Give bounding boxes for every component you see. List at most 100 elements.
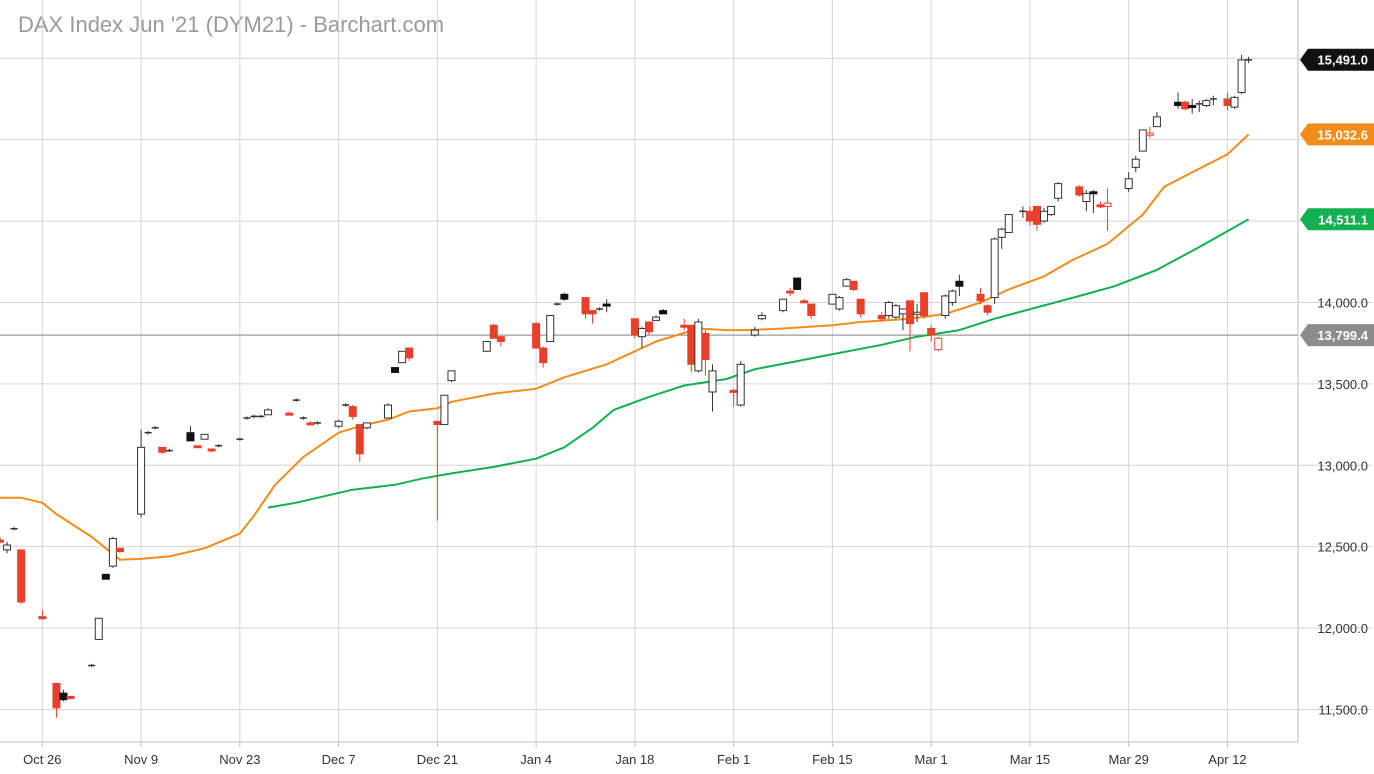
candle — [10, 527, 18, 531]
candle — [884, 300, 893, 319]
candle — [546, 314, 555, 343]
candle-body — [1089, 191, 1098, 195]
candle-body — [983, 305, 992, 313]
candle — [1103, 188, 1112, 231]
candle — [496, 336, 505, 347]
candle — [17, 549, 26, 604]
candle-body — [1040, 210, 1049, 222]
candle — [362, 422, 371, 430]
price-badge-label: 15,491.0 — [1317, 53, 1368, 68]
y-tick-label: 12,000.0 — [1317, 621, 1368, 636]
candle-body — [137, 446, 146, 515]
candle-body — [884, 301, 893, 316]
candle-body — [729, 389, 738, 393]
candle-body — [1237, 59, 1246, 93]
candle — [383, 403, 392, 419]
candle — [398, 350, 407, 364]
candle — [1145, 126, 1154, 139]
candle-body — [383, 404, 392, 419]
candle — [1075, 185, 1084, 197]
candle — [257, 414, 265, 419]
x-tick-label: Dec 7 — [322, 752, 356, 767]
candle — [652, 315, 661, 321]
candle-body — [659, 310, 668, 315]
candle — [101, 573, 110, 580]
candle-body — [186, 432, 195, 442]
candle-body — [906, 300, 915, 325]
candle — [934, 336, 943, 352]
candle-body — [1131, 158, 1140, 168]
candle-body — [158, 446, 167, 453]
candle-body — [708, 370, 717, 393]
candle — [983, 304, 992, 316]
candle-body — [800, 300, 809, 304]
candle — [729, 388, 738, 407]
candle — [489, 323, 498, 339]
candle — [292, 398, 300, 402]
candle-body — [1124, 178, 1133, 190]
candle-body — [348, 406, 357, 417]
candle-body — [355, 424, 364, 455]
candles — [0, 55, 1253, 718]
candle — [88, 663, 96, 668]
candle — [1245, 56, 1253, 64]
candle — [596, 307, 604, 311]
candle — [807, 303, 816, 319]
candle-body — [849, 280, 858, 290]
candle — [0, 536, 4, 544]
candle-body — [0, 539, 4, 543]
candle — [1131, 155, 1140, 173]
candle — [1230, 95, 1239, 109]
candle-body — [101, 573, 110, 580]
candle — [94, 617, 103, 640]
series-line-ma_slow — [267, 218, 1250, 509]
candle-body — [489, 324, 498, 339]
candle-body — [920, 292, 929, 316]
y-tick-label: 13,000.0 — [1317, 458, 1368, 473]
candle-body — [1223, 98, 1232, 106]
price-badge-label: 13,799.4 — [1317, 328, 1368, 343]
x-tick-label: Dec 21 — [417, 752, 458, 767]
candle-body — [602, 303, 611, 307]
price-badge-label: 15,032.6 — [1317, 127, 1368, 142]
candle — [645, 321, 653, 336]
candle-body — [66, 695, 75, 699]
candle-body — [1188, 104, 1197, 108]
candle-body — [59, 692, 68, 701]
price-badge-shape — [1300, 48, 1374, 71]
candle — [856, 298, 865, 318]
candle-body — [1230, 96, 1239, 108]
candle — [285, 411, 294, 416]
price-badge-shape — [1300, 324, 1374, 347]
candle-body — [433, 420, 442, 426]
candle — [1138, 129, 1147, 152]
candle — [1174, 92, 1183, 109]
candle — [694, 318, 703, 373]
candle-body — [736, 363, 745, 406]
candle-body — [405, 347, 414, 359]
candle — [355, 424, 364, 462]
candle — [1089, 190, 1098, 213]
candle — [1025, 206, 1034, 226]
candle-body — [94, 617, 103, 640]
price-badge-ma_fast: 15,032.6 — [1300, 123, 1374, 146]
price-badge-refline: 13,799.4 — [1300, 324, 1374, 347]
y-tick-label: 11,500.0 — [1318, 702, 1368, 717]
candle-body — [842, 279, 851, 287]
candle — [440, 394, 449, 426]
grid-lines — [0, 0, 1372, 747]
candle-body — [264, 409, 273, 416]
x-tick-label: Feb 15 — [812, 752, 852, 767]
candle — [877, 312, 886, 322]
candle-body — [581, 297, 590, 315]
x-tick-label: Feb 1 — [717, 752, 750, 767]
candle-body — [948, 290, 957, 303]
candle — [539, 346, 548, 368]
candle — [1004, 214, 1013, 233]
x-tick-label: Jan 18 — [615, 752, 654, 767]
candle-body — [306, 422, 315, 426]
candle — [447, 370, 456, 383]
candle — [779, 298, 788, 313]
candle-body — [1075, 186, 1084, 196]
candle — [306, 421, 315, 426]
